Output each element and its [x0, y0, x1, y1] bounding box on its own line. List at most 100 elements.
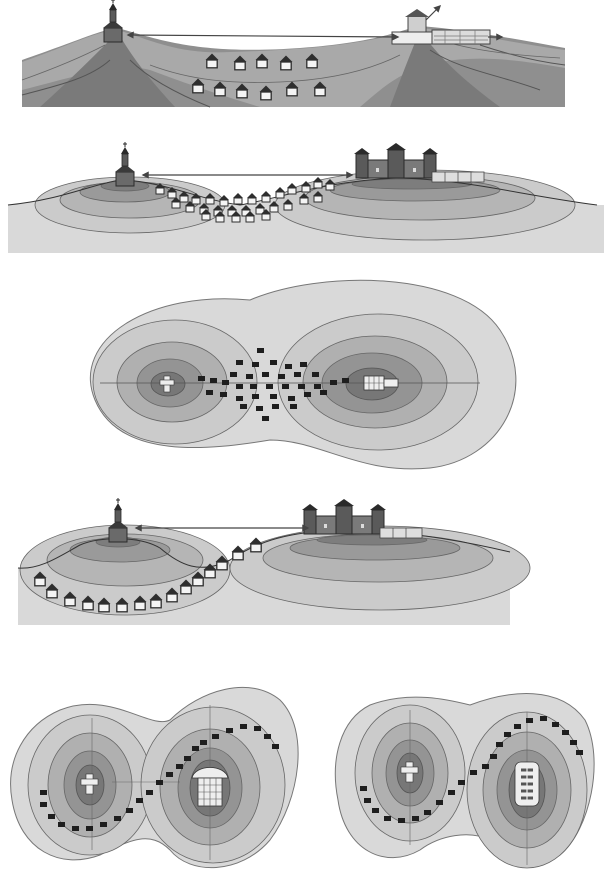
tower-grid-icon	[191, 767, 229, 807]
house-icon	[230, 372, 237, 377]
castle-icon	[391, 9, 491, 45]
church-icon	[114, 141, 136, 187]
house-icon	[504, 732, 511, 737]
house-icon	[514, 724, 521, 729]
panel-5-plan-view	[10, 686, 299, 869]
house-icon	[240, 404, 247, 409]
house-icon	[226, 728, 233, 733]
house-icon	[526, 718, 533, 723]
house-icon	[252, 362, 259, 367]
house-icon	[458, 780, 465, 785]
house-icon	[257, 348, 264, 353]
house-icon	[210, 378, 217, 383]
house-icon	[212, 734, 219, 739]
house-cluster	[360, 716, 583, 823]
panel-6-plan-view	[334, 693, 595, 869]
house-icon	[470, 770, 477, 775]
castle-icon	[301, 498, 423, 539]
house-icon	[236, 360, 243, 365]
house-icon	[274, 186, 286, 199]
house-icon	[222, 380, 229, 385]
panel-2-cross-section	[7, 141, 604, 253]
tower-grid-icon	[363, 375, 399, 391]
house-icon	[246, 374, 253, 379]
house-icon	[262, 416, 269, 421]
house-icon	[250, 384, 257, 389]
house-icon	[288, 396, 295, 401]
house-icon	[448, 790, 455, 795]
house-icon	[230, 544, 246, 561]
castle-icon	[353, 142, 485, 183]
cross-icon	[80, 773, 99, 795]
house-icon	[278, 374, 285, 379]
house-icon	[540, 716, 547, 721]
house-cluster	[40, 724, 279, 831]
house-icon	[286, 182, 298, 195]
house-icon	[40, 802, 47, 807]
house-icon	[482, 764, 489, 769]
house-icon	[114, 816, 121, 821]
house-icon	[232, 192, 244, 205]
panel-4-cross-section	[17, 497, 531, 625]
house-icon	[260, 190, 272, 203]
house-icon	[192, 746, 199, 751]
house-icon	[72, 826, 79, 831]
house-icon	[570, 740, 577, 745]
house-icon	[136, 798, 143, 803]
house-icon	[40, 790, 47, 795]
house-icon	[384, 816, 391, 821]
double-arrow-icon	[126, 31, 400, 41]
house-icon	[312, 372, 319, 377]
house-icon	[312, 176, 324, 189]
house-icon	[236, 384, 243, 389]
house-icon	[314, 384, 321, 389]
house-icon	[126, 808, 133, 813]
house-icon	[262, 372, 269, 377]
house-icon	[254, 726, 261, 731]
house-icon	[294, 372, 301, 377]
house-icon	[282, 384, 289, 389]
house-icon	[424, 810, 431, 815]
house-icon	[176, 764, 183, 769]
house-icon	[100, 822, 107, 827]
house-icon	[342, 378, 349, 383]
house-icon	[290, 404, 297, 409]
house-icon	[320, 390, 327, 395]
house-icon	[490, 754, 497, 759]
house-icon	[236, 396, 243, 401]
house-icon	[206, 390, 213, 395]
house-icon	[270, 394, 277, 399]
house-icon	[184, 756, 191, 761]
house-icon	[220, 392, 227, 397]
house-icon	[270, 360, 277, 365]
house-icon	[48, 814, 55, 819]
house-icon	[264, 734, 271, 739]
house-cluster	[198, 348, 349, 421]
house-icon	[412, 816, 419, 821]
house-icon	[298, 384, 305, 389]
house-icon	[266, 384, 273, 389]
house-icon	[576, 750, 583, 755]
panel-1-landscape	[21, 0, 566, 108]
house-icon	[364, 798, 371, 803]
house-icon	[252, 394, 259, 399]
cross-icon	[400, 761, 419, 783]
house-icon	[166, 772, 173, 777]
house-icon	[285, 364, 292, 369]
house-icon	[156, 780, 163, 785]
house-icon	[552, 722, 559, 727]
house-icon	[86, 826, 93, 831]
house-icon	[272, 404, 279, 409]
house-icon	[304, 392, 311, 397]
church-icon	[107, 497, 129, 543]
house-icon	[240, 724, 247, 729]
house-icon	[436, 800, 443, 805]
tower-grid-icon	[514, 761, 540, 807]
house-icon	[562, 730, 569, 735]
house-icon	[256, 406, 263, 411]
house-icon	[200, 740, 207, 745]
house-icon	[248, 536, 264, 553]
panel-3-plan-view	[89, 279, 517, 470]
